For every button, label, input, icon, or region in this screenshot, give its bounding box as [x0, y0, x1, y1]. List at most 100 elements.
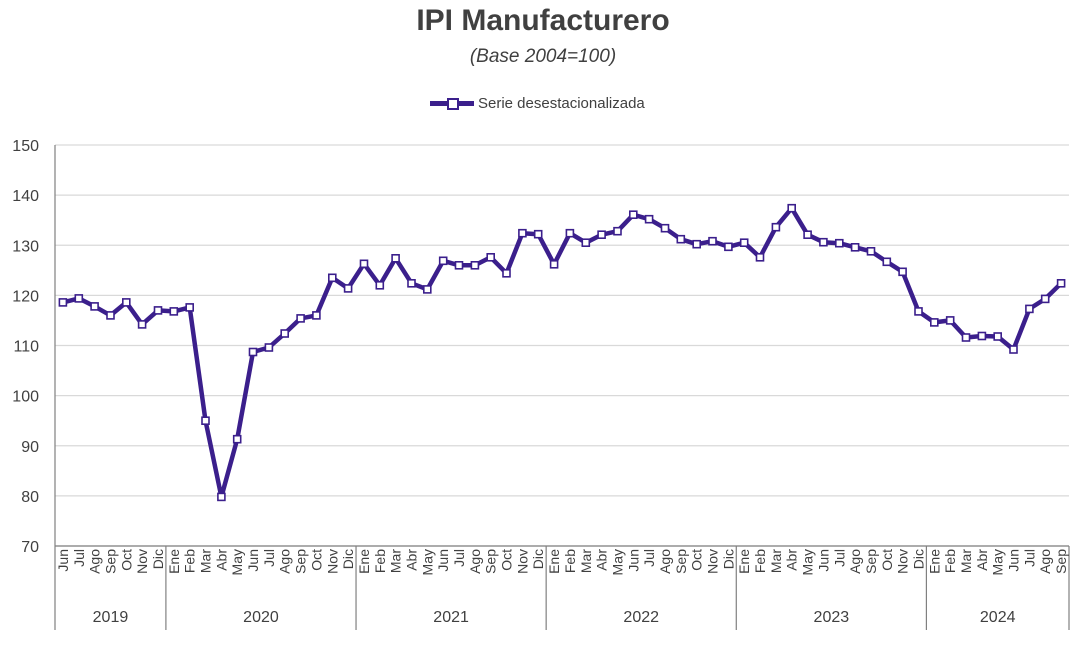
data-point: [454, 260, 464, 270]
data-point: [961, 333, 971, 342]
data-point: [565, 228, 575, 238]
data-point: [201, 416, 210, 426]
data-point: [1009, 345, 1018, 354]
data-point: [343, 284, 353, 293]
x-tick-label: Dic: [150, 549, 166, 569]
year-label: 2023: [814, 609, 850, 626]
x-tick-label: May: [990, 549, 1006, 575]
data-point: [470, 260, 480, 270]
x-tick-label: Dic: [910, 549, 926, 569]
x-tick-label: Jul: [261, 549, 277, 567]
data-point: [866, 247, 876, 256]
data-point: [185, 303, 194, 312]
x-tick-label: Oct: [118, 549, 134, 571]
x-tick-label: Mar: [198, 549, 214, 573]
x-tick-label: Ene: [736, 549, 752, 574]
x-tick-label: Dic: [720, 549, 736, 569]
x-tick-label: Ene: [356, 549, 372, 574]
data-point: [58, 298, 68, 307]
x-tick-label: Feb: [752, 549, 768, 573]
data-point: [771, 222, 781, 232]
data-point: [359, 259, 369, 269]
data-point: [549, 259, 559, 269]
x-tick-label: Abr: [594, 549, 610, 571]
x-tick-label: Sep: [673, 549, 689, 574]
y-tick-label: 80: [21, 489, 39, 506]
data-point: [375, 280, 385, 290]
x-tick-label: Abr: [213, 549, 229, 571]
x-tick-label: Jul: [1021, 549, 1037, 567]
x-tick-label: Jul: [451, 549, 467, 567]
data-point: [914, 307, 923, 316]
legend: Serie desestacionalizada: [430, 92, 645, 114]
x-tick-label: Sep: [293, 549, 309, 574]
x-tick-label: Jul: [71, 549, 87, 567]
year-labels: 2019 2020 2021 2022 2023 2024: [93, 609, 1016, 626]
data-point: [787, 203, 797, 213]
x-tick-label: Oct: [308, 549, 324, 571]
data-point: [628, 210, 638, 219]
x-axis-ticks: Jun Jul Ago Sep Oct Nov Dic Ene Feb Mar Abr May Jun J…: [55, 549, 1069, 576]
data-point: [660, 223, 670, 233]
x-tick-label: Jul: [831, 549, 847, 567]
y-tick-label: 150: [12, 138, 39, 155]
year-label: 2022: [623, 609, 659, 626]
x-tick-label: Ago: [847, 549, 863, 574]
data-point: [518, 228, 527, 238]
legend-line-marker-icon: [430, 92, 474, 114]
x-tick-label: Nov: [134, 549, 150, 574]
x-tick-label: Feb: [562, 549, 578, 573]
data-point: [755, 253, 765, 262]
data-point: [169, 307, 179, 316]
x-tick-label: Ago: [657, 549, 673, 574]
data-point: [122, 298, 131, 307]
data-point: [74, 294, 84, 303]
data-point: [153, 306, 163, 315]
data-point: [438, 256, 448, 266]
x-tick-label: Ago: [277, 549, 293, 574]
x-tick-label: May: [800, 549, 816, 575]
x-tick-label: Oct: [879, 549, 895, 571]
year-label: 2019: [93, 609, 129, 626]
y-tick-label: 130: [12, 238, 39, 255]
data-point: [1040, 294, 1050, 304]
data-point: [312, 311, 321, 320]
data-point: [422, 285, 432, 294]
x-tick-label: Sep: [102, 549, 118, 574]
data-point: [644, 214, 654, 224]
data-point: [1056, 278, 1066, 288]
y-tick-label: 100: [12, 389, 39, 406]
axes: [54, 145, 1070, 630]
x-tick-label: Abr: [974, 549, 990, 571]
y-tick-label: 110: [13, 339, 39, 356]
data-point: [692, 239, 702, 249]
x-tick-label: Oct: [689, 549, 705, 571]
data-point: [882, 257, 892, 267]
data-point: [993, 332, 1003, 341]
x-tick-label: Mar: [768, 549, 784, 573]
y-tick-label: 120: [12, 288, 39, 305]
x-tick-label: Ene: [546, 549, 562, 574]
x-tick-label: Jun: [435, 549, 451, 572]
x-tick-label: Abr: [403, 549, 419, 571]
x-tick-label: Mar: [958, 549, 974, 573]
data-point: [264, 343, 274, 352]
x-tick-label: Jul: [641, 549, 657, 567]
y-tick-label: 70: [21, 539, 39, 556]
x-tick-label: Jun: [625, 549, 641, 572]
data-point: [106, 311, 115, 320]
x-tick-label: May: [229, 549, 245, 575]
x-tick-label: Sep: [863, 549, 879, 574]
data-point: [613, 226, 622, 236]
data-point: [929, 318, 939, 327]
x-tick-label: Nov: [705, 549, 721, 574]
series-line: [60, 205, 1064, 500]
data-point: [280, 329, 290, 338]
y-tick-label: 90: [21, 439, 39, 456]
year-label: 2021: [433, 609, 469, 626]
x-tick-label: Mar: [578, 549, 594, 573]
x-tick-label: Nov: [324, 549, 340, 574]
data-point: [1025, 304, 1034, 314]
data-point: [232, 434, 242, 444]
